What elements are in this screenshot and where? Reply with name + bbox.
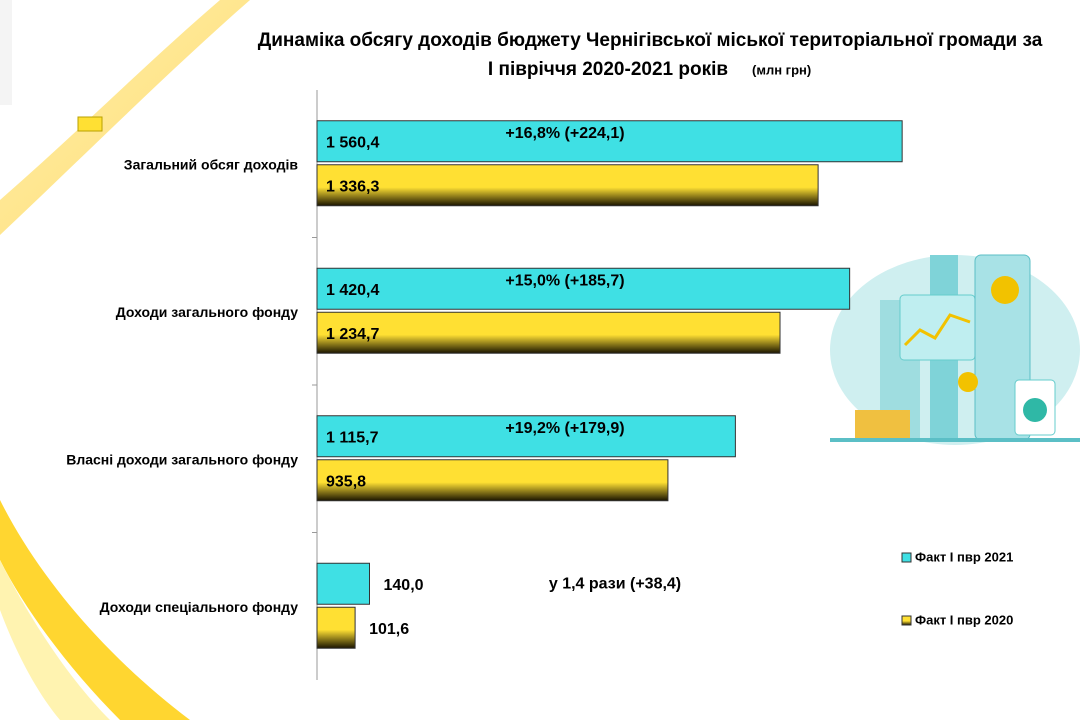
legend-label: Факт І пвр 2020 bbox=[915, 612, 1013, 627]
bar bbox=[316, 606, 356, 649]
category-label: Доходи спеціального фонду bbox=[100, 599, 299, 615]
value-label: 1 234,7 bbox=[326, 326, 379, 343]
bar bbox=[316, 120, 903, 163]
unit-label: (млн грн) bbox=[752, 62, 811, 77]
decoration bbox=[0, 0, 250, 720]
legend-swatch bbox=[901, 615, 912, 626]
annotation: +15,0% (+185,7) bbox=[505, 272, 624, 289]
bar bbox=[316, 164, 819, 207]
value-label: 1 336,3 bbox=[326, 178, 379, 195]
value-label: 101,6 bbox=[369, 621, 409, 638]
value-label: 1 420,4 bbox=[326, 282, 379, 299]
illustration bbox=[830, 254, 1080, 445]
annotation: +16,8% (+224,1) bbox=[505, 125, 624, 142]
legend-label: Факт І пвр 2021 bbox=[915, 549, 1013, 564]
bar bbox=[316, 459, 669, 502]
legend-swatch bbox=[901, 552, 912, 563]
value-label: 1 560,4 bbox=[326, 134, 379, 151]
bar bbox=[316, 311, 781, 354]
bar bbox=[316, 415, 736, 458]
annotation: у 1,4 рази (+38,4) bbox=[549, 575, 681, 592]
category-label: Доходи загального фонду bbox=[116, 304, 298, 320]
chart-subtitle: І півріччя 2020-2021 років bbox=[488, 59, 728, 80]
value-label: 140,0 bbox=[384, 577, 424, 594]
bar bbox=[316, 562, 370, 605]
value-label: 1 115,7 bbox=[326, 429, 379, 446]
bar bbox=[316, 267, 851, 310]
annotation: +19,2% (+179,9) bbox=[505, 420, 624, 437]
category-label: Власні доходи загального фонду bbox=[66, 451, 298, 467]
value-label: 935,8 bbox=[326, 473, 366, 490]
chart-title: Динаміка обсягу доходів бюджету Чернігів… bbox=[258, 30, 1043, 51]
category-label: Загальний обсяг доходів bbox=[124, 156, 299, 172]
